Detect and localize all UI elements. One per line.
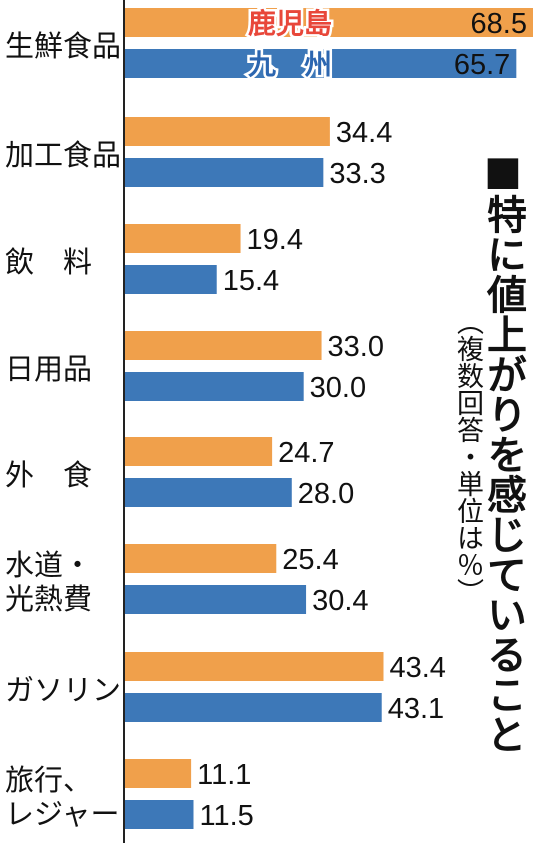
category-label: 水道・: [5, 548, 92, 582]
value-label: 68.5: [471, 8, 527, 40]
value-label: 19.4: [247, 224, 303, 256]
bar-kyushu: [125, 265, 217, 294]
legend-label-kyushu: 九 州: [248, 48, 332, 81]
value-label: 24.7: [278, 437, 334, 469]
bar-kagoshima: [125, 652, 384, 681]
bar-kagoshima: [125, 117, 330, 146]
category-label: 旅行、: [5, 763, 92, 797]
category-label: 飲 料: [5, 245, 92, 279]
value-label: 25.4: [282, 544, 338, 576]
category-label: レジャー: [5, 797, 120, 831]
category-label: 生鮮食品: [5, 29, 121, 63]
value-label: 11.5: [199, 800, 253, 832]
bar-kyushu: [125, 158, 324, 187]
value-label: 65.7: [454, 49, 510, 81]
chart-subtitle: （複数回答・単位は％）: [452, 308, 483, 605]
value-label: 15.4: [223, 265, 279, 297]
value-label: 28.0: [298, 478, 354, 510]
bar-kagoshima: [125, 544, 277, 573]
value-label: 11.1: [197, 759, 251, 791]
bar-kyushu: [125, 372, 304, 401]
category-label: ガソリン: [5, 673, 121, 707]
chart-title-block: ■特に値上がりを感じていること （複数回答・単位は％）: [442, 148, 534, 838]
category-label: 加工食品: [5, 138, 121, 172]
bar-kagoshima: [125, 331, 322, 360]
value-label: 33.0: [328, 331, 384, 363]
bar-kyushu: [125, 585, 307, 614]
value-label: 30.0: [310, 372, 366, 404]
value-label: 30.4: [312, 585, 368, 617]
bar-kyushu: [125, 800, 194, 829]
bar-kagoshima: [125, 8, 533, 37]
category-label: 光熱費: [5, 582, 92, 616]
bar-kyushu: [125, 693, 382, 722]
legend-label-kagoshima: 鹿児島: [248, 7, 332, 40]
bar-kagoshima: [125, 759, 192, 788]
category-label: 日用品: [5, 352, 92, 386]
bar-kyushu: [125, 49, 517, 78]
bar-kagoshima: [125, 224, 241, 253]
chart-title: ■特に値上がりを感じていること: [480, 148, 526, 754]
bar-kyushu: [125, 478, 292, 507]
value-label: 43.4: [389, 652, 445, 684]
value-label: 33.3: [329, 158, 385, 190]
value-label: 34.4: [336, 117, 392, 149]
bar-kagoshima: [125, 437, 273, 466]
category-label: 外 食: [5, 458, 92, 492]
value-label: 43.1: [388, 693, 444, 725]
